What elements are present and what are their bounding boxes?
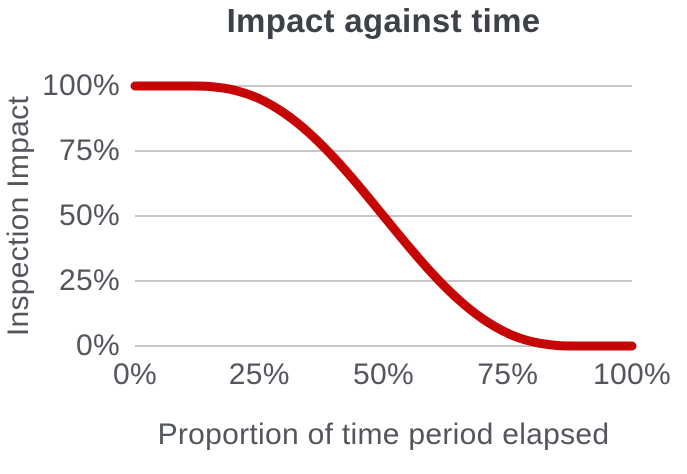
x-axis-label: Proportion of time period elapsed [157,418,610,451]
chart-title: Impact against time [226,2,541,39]
plot-area [130,81,637,351]
x-tick-label: 100% [593,358,671,391]
x-tick-label: 25% [228,358,290,391]
impact-curve [130,81,637,351]
y-tick-label: 0% [76,329,120,362]
y-tick-label: 75% [59,134,120,167]
y-tick-label: 25% [59,264,120,297]
y-tick-label: 100% [42,69,120,102]
x-tick-label: 50% [353,358,414,391]
x-tick-label: 0% [113,358,157,391]
y-tick-label: 50% [59,199,120,232]
x-tick-label: 75% [477,358,539,391]
line-chart-svg [130,81,637,351]
